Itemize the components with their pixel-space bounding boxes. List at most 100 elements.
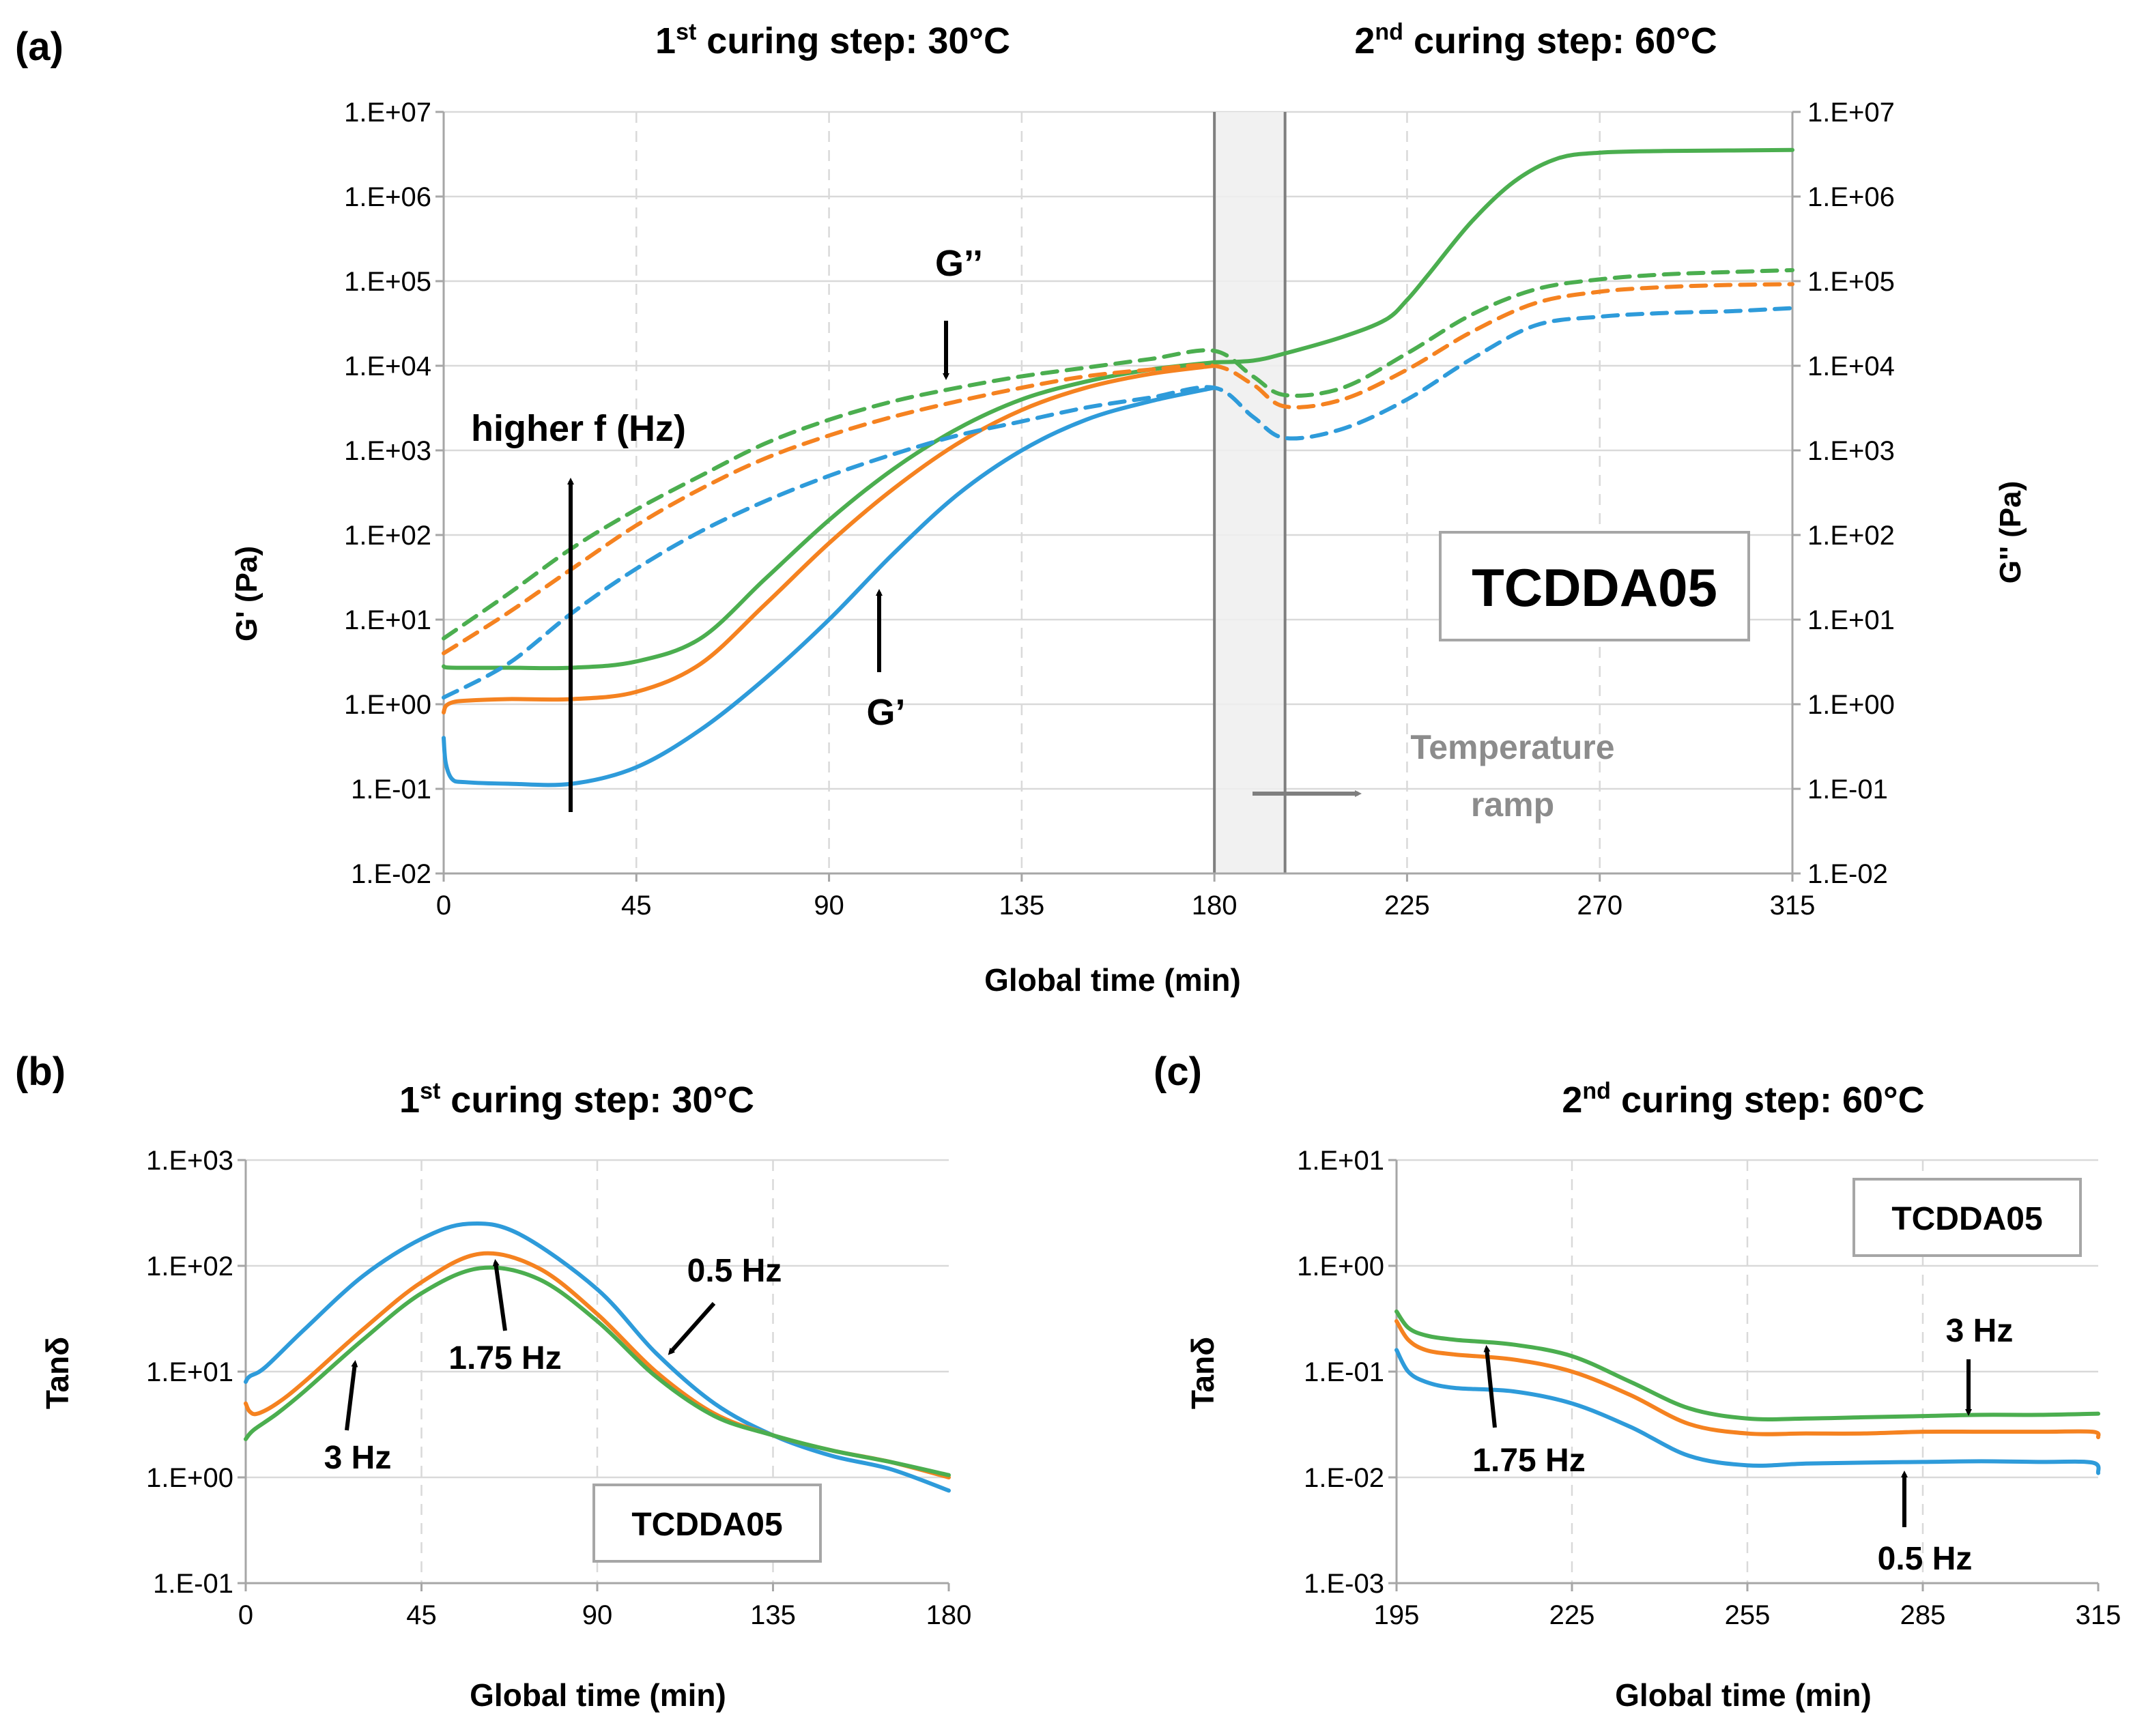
- panel-b-xlabel: Global time (min): [470, 1677, 726, 1713]
- g-prime-label: G’: [866, 692, 905, 733]
- y-tick-label-right: 1.E+00: [1807, 690, 1895, 720]
- panel-b-series: [244, 1221, 951, 1493]
- higher-frequency-label: higher f (Hz): [471, 408, 686, 449]
- x-tick-label: 90: [582, 1600, 613, 1630]
- series-line-0-5-hz: [244, 1221, 951, 1493]
- y-tick-label: 1.E+01: [344, 605, 431, 635]
- panel-c-label-1p75hz: 1.75 Hz: [1472, 1443, 1585, 1479]
- series-line-g-3-hz: [442, 360, 1217, 671]
- y-tick-label: 1.E-01: [153, 1569, 233, 1599]
- panel-a-tick-labels: 1.E-02 1.E-02 1.E-01 1.E-01 1.E+00 1.E+00 1.E+…: [344, 98, 1895, 921]
- y-tick-label: 1.E+07: [344, 98, 431, 128]
- panel-c-title: 2nd curing step: 60°C: [1562, 1078, 1924, 1120]
- y-tick-label-right: 1.E+01: [1807, 605, 1895, 635]
- panel-c-arrow-1p75hz: [1483, 1345, 1497, 1428]
- panel-b-tick-labels: 1.E-01 1.E+00 1.E+01 1.E+02 1.E+03 0 45 90 135 18…: [146, 1146, 971, 1630]
- x-tick-label: 315: [1770, 891, 1816, 921]
- panel-b-label-1p75hz: 1.75 Hz: [448, 1340, 561, 1376]
- series-line-g-3-hz: [442, 267, 1794, 641]
- series-line-g-0-5-hz: [442, 386, 1217, 787]
- y-tick-label: 1.E+03: [344, 436, 431, 466]
- series-line-g-1-75-hz: [442, 364, 1217, 715]
- y-tick-label: 1.E+00: [146, 1463, 233, 1493]
- x-tick-label: 285: [1900, 1600, 1946, 1630]
- x-tick-label: 315: [2076, 1600, 2121, 1630]
- y-tick-label: 1.E-01: [351, 775, 431, 805]
- y-tick-label: 1.E+02: [344, 521, 431, 551]
- panel-c-label: (c): [1154, 1050, 1202, 1094]
- y-tick-label-right: 1.E+07: [1807, 98, 1895, 128]
- series-line-g-step-2: [1212, 147, 1794, 364]
- panel-a-xlabel: Global time (min): [984, 962, 1241, 998]
- series-line-3-hz: [244, 1265, 951, 1477]
- y-tick-label: 1.E+04: [344, 351, 431, 381]
- panel-b-arrow-1p75hz: [492, 1259, 507, 1331]
- y-tick-label-right: 1.E+04: [1807, 351, 1895, 381]
- panel-b-ylabel: Tanδ: [40, 1337, 75, 1409]
- y-tick-label-right: 1.E-02: [1807, 859, 1888, 889]
- x-tick-label: 90: [814, 891, 844, 921]
- y-tick-label: 1.E+06: [344, 182, 431, 212]
- panel-c-grid: [1397, 1159, 2098, 1583]
- y-tick-label: 1.E+01: [146, 1357, 233, 1387]
- x-tick-label: 180: [926, 1600, 972, 1630]
- series-line-g-0-5-hz: [442, 306, 1794, 700]
- temperature-ramp-label-line1: Temperature: [1410, 728, 1614, 766]
- panel-a-ylabel-left: G' (Pa): [230, 546, 263, 641]
- panel-c-sample-label: TCDDA05: [1891, 1201, 2042, 1237]
- panel-a-title-step1: 1st curing step: 30°C: [655, 19, 1010, 61]
- panel-b-axes: [238, 1159, 950, 1591]
- series-line-g-1-75-hz: [442, 282, 1794, 656]
- panel-c-label-3hz: 3 Hz: [1946, 1313, 2014, 1349]
- panel-c: (c) 2nd curing step: 60°C 1.E-03 1.E-02 1.…: [1154, 1050, 2121, 1713]
- panel-a-label: (a): [15, 25, 63, 69]
- x-tick-label: 45: [621, 891, 652, 921]
- panel-c-label-0p5hz: 0.5 Hz: [1878, 1541, 1973, 1577]
- y-tick-label-right: 1.E+05: [1807, 267, 1895, 297]
- panel-b-label-0p5hz: 0.5 Hz: [687, 1253, 782, 1289]
- series-line-1-75-hz: [1394, 1319, 2101, 1440]
- y-tick-label: 1.E+00: [1297, 1252, 1384, 1282]
- y-tick-label-right: 1.E+03: [1807, 436, 1895, 466]
- panel-a-series: [442, 147, 1794, 787]
- y-tick-label: 1.E+03: [146, 1146, 233, 1176]
- y-tick-label: 1.E+05: [344, 267, 431, 297]
- x-tick-label: 180: [1192, 891, 1237, 921]
- y-tick-label: 1.E-03: [1304, 1569, 1384, 1599]
- temperature-ramp-label-line2: ramp: [1471, 785, 1554, 824]
- temperature-ramp-band: [1214, 112, 1285, 873]
- y-tick-label: 1.E+01: [1297, 1146, 1384, 1176]
- y-tick-label: 1.E+00: [344, 690, 431, 720]
- panel-b-label: (b): [15, 1050, 66, 1094]
- panel-b-label-3hz: 3 Hz: [324, 1440, 392, 1476]
- panel-a-ylabel-right: G'' (Pa): [1994, 481, 2027, 584]
- x-tick-label: 135: [750, 1600, 796, 1630]
- x-tick-label: 0: [238, 1600, 253, 1630]
- panel-c-axes: [1388, 1159, 2100, 1591]
- y-tick-label: 1.E+02: [146, 1252, 233, 1282]
- panel-b-sample-box: [592, 1484, 822, 1563]
- x-tick-label: 255: [1725, 1600, 1771, 1630]
- panel-c-sample-box: [1852, 1178, 2082, 1257]
- g-double-prime-label: G’’: [935, 243, 983, 284]
- panel-a-sample-box: [1439, 531, 1750, 641]
- y-tick-label: 1.E-02: [1304, 1463, 1384, 1493]
- y-tick-label-right: 1.E+02: [1807, 521, 1895, 551]
- series-line-0-5-hz: [1394, 1348, 2101, 1475]
- x-tick-label: 0: [436, 891, 451, 921]
- x-tick-label: 195: [1374, 1600, 1420, 1630]
- panel-c-ylabel: Tanδ: [1185, 1337, 1220, 1409]
- x-tick-label: 270: [1577, 891, 1622, 921]
- panel-b-title: 1st curing step: 30°C: [399, 1078, 754, 1120]
- panel-b: (b) 1st curing step: 30°C 1.E-011.E+001.…: [15, 1050, 971, 1713]
- panel-a: (a) 1st curing step: 30°C 2nd curing ste…: [15, 19, 2027, 998]
- panel-b-arrow-0p5hz: [668, 1302, 716, 1355]
- panel-b-sample-label: TCDDA05: [631, 1507, 782, 1543]
- x-tick-label: 225: [1549, 1600, 1595, 1630]
- x-tick-label: 45: [406, 1600, 437, 1630]
- y-tick-label-right: 1.E-01: [1807, 775, 1888, 805]
- panel-a-sample-label: TCDDA05: [1472, 558, 1717, 618]
- x-tick-label: 135: [999, 891, 1044, 921]
- panel-a-title-step2: 2nd curing step: 60°C: [1354, 19, 1717, 61]
